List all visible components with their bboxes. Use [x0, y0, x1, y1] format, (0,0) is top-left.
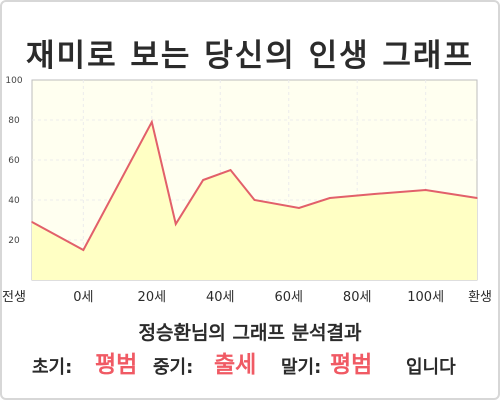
data-point: [174, 223, 177, 225]
data-point: [229, 169, 232, 171]
data-point: [373, 193, 376, 195]
life-graph-chart: 20 40 60 80 100 전생 0세 20세 40세 60세 80세 100세 환생: [2, 76, 492, 305]
late-label: 말기:: [281, 357, 322, 378]
data-point: [298, 207, 300, 209]
data-point: [151, 121, 153, 123]
early-label: 초기:: [32, 357, 73, 378]
x-tick-label: 0세: [73, 290, 93, 305]
mid-value: 출세: [214, 352, 257, 378]
x-tick-label: 60세: [274, 290, 303, 305]
late-value: 평범: [330, 352, 373, 378]
x-tick-label: 40세: [206, 290, 235, 305]
analysis-subtitle: 정승환님의 그래프 분석결과: [138, 322, 362, 344]
x-tick-label: 20세: [138, 290, 167, 305]
chart-title: 재미로 보는 당신의 인생 그래프: [26, 38, 474, 74]
series-points: [31, 121, 478, 251]
x-tick-label: 100세: [407, 290, 444, 305]
analysis-summary: 초기: 평범 중기: 출세 말기: 평범 입니다: [0, 345, 500, 381]
data-point: [82, 249, 85, 251]
data-point: [424, 189, 427, 191]
y-tick-label: 60: [8, 156, 20, 166]
data-point: [476, 197, 478, 199]
series-line: [31, 119, 478, 252]
data-point: [202, 179, 204, 181]
x-tick-label: 환생: [468, 290, 492, 305]
x-tick-label: 전생: [2, 290, 26, 305]
data-point: [329, 197, 331, 199]
data-point: [253, 199, 256, 201]
x-tick-label: 80세: [343, 290, 372, 305]
y-tick-label: 80: [8, 116, 20, 126]
y-tick-label: 40: [8, 196, 20, 206]
data-point: [31, 221, 33, 223]
mid-label: 중기:: [153, 357, 194, 378]
summary-ending: 입니다: [406, 357, 456, 378]
y-tick-label: 100: [5, 76, 22, 86]
early-value: 평범: [95, 352, 138, 378]
y-tick-labels: 20 40 60 80 100: [5, 76, 22, 246]
y-tick-label: 20: [8, 236, 20, 246]
x-tick-labels: 전생 0세 20세 40세 60세 80세 100세 환생: [2, 290, 492, 305]
